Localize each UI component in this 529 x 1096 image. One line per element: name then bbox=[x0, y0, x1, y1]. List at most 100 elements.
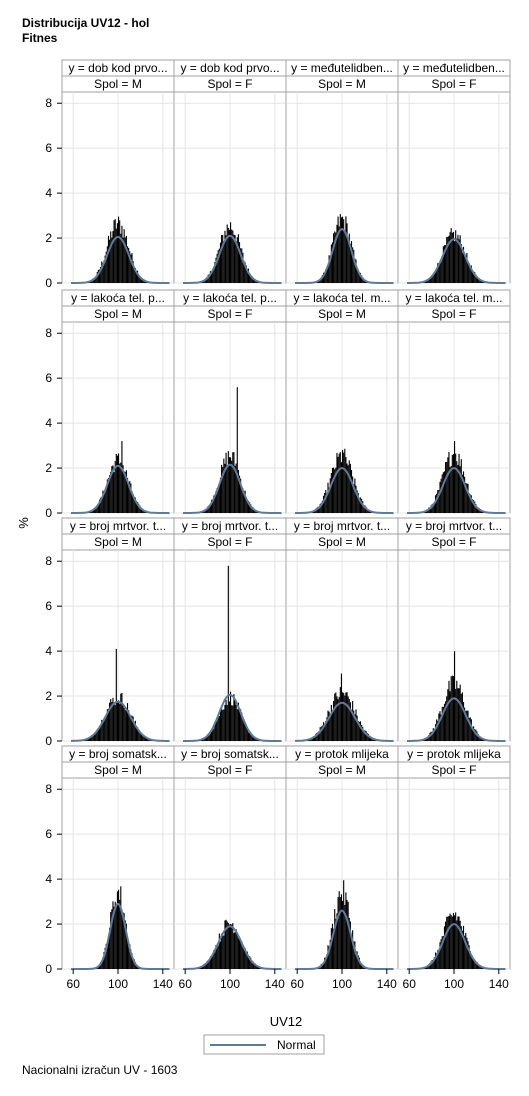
histogram-bar bbox=[246, 500, 248, 513]
histogram-bar bbox=[244, 490, 246, 513]
histogram-bar bbox=[468, 945, 470, 969]
histogram-bar bbox=[252, 737, 254, 741]
histogram-bar bbox=[101, 261, 103, 283]
y-tick-label: 2 bbox=[45, 461, 52, 475]
histogram-bar bbox=[348, 460, 350, 513]
histogram-bar bbox=[126, 703, 129, 741]
histogram-bar bbox=[120, 886, 122, 969]
histogram-bar bbox=[346, 463, 348, 513]
histogram-bar bbox=[255, 965, 257, 969]
histogram-bar bbox=[233, 452, 235, 513]
histogram-bar bbox=[113, 220, 115, 283]
histogram-bar bbox=[221, 464, 223, 513]
histogram-bar bbox=[474, 959, 476, 969]
histogram-bar bbox=[474, 729, 476, 741]
histogram-bar bbox=[322, 962, 325, 969]
histogram-bar bbox=[107, 936, 110, 969]
x-tick-label: 100 bbox=[220, 977, 240, 991]
histogram-bar bbox=[202, 966, 204, 969]
histogram-bar bbox=[322, 272, 325, 283]
col-label: Spol = F bbox=[431, 763, 476, 777]
histogram-bar bbox=[231, 460, 233, 513]
histogram-bar bbox=[110, 699, 112, 741]
histogram-bar bbox=[473, 726, 475, 741]
histogram-bar bbox=[253, 279, 255, 283]
histogram-bar bbox=[206, 507, 208, 513]
histogram-bar bbox=[462, 701, 465, 741]
histogram-bar bbox=[452, 913, 454, 969]
x-tick-label: 100 bbox=[108, 977, 128, 991]
histogram-bar bbox=[208, 960, 210, 969]
histogram-bar bbox=[370, 736, 372, 741]
histogram-bar bbox=[97, 269, 99, 283]
histogram-bar bbox=[221, 235, 223, 283]
histogram-bar bbox=[112, 901, 114, 969]
histogram-bar bbox=[219, 709, 222, 741]
histogram-bar bbox=[238, 939, 241, 969]
histogram-bar bbox=[353, 484, 355, 513]
histogram-bar bbox=[234, 465, 236, 513]
histogram-bar bbox=[458, 453, 460, 513]
histogram-bar bbox=[442, 472, 444, 513]
histogram-bar bbox=[226, 466, 228, 513]
histogram-bar bbox=[321, 275, 323, 283]
histogram-bar bbox=[361, 275, 363, 283]
histogram-bar bbox=[464, 476, 466, 513]
x-tick-label: 140 bbox=[377, 977, 397, 991]
histogram-bar bbox=[91, 510, 93, 513]
histogram-bar bbox=[210, 271, 213, 283]
histogram-bar bbox=[228, 229, 230, 283]
histogram-bar bbox=[475, 729, 477, 741]
histogram-bar bbox=[98, 269, 101, 283]
histogram-bar bbox=[434, 952, 437, 969]
histogram-bar bbox=[447, 457, 449, 513]
histogram-bar bbox=[212, 270, 214, 283]
histogram-bar bbox=[325, 957, 327, 969]
histogram-bar bbox=[106, 944, 108, 969]
histogram-bar bbox=[94, 277, 96, 283]
histogram-bar bbox=[246, 727, 248, 741]
histogram-bar bbox=[225, 452, 227, 513]
histogram-bar bbox=[236, 237, 238, 283]
histogram-bar bbox=[439, 261, 441, 283]
histogram-bar bbox=[133, 722, 135, 741]
col-label: Spol = M bbox=[94, 77, 142, 91]
histogram-bar bbox=[350, 934, 353, 969]
histogram-bar bbox=[238, 475, 241, 513]
histogram-bar bbox=[474, 501, 476, 513]
x-tick-label: 60 bbox=[291, 977, 305, 991]
histogram-bar bbox=[254, 963, 256, 969]
histogram-bar bbox=[454, 241, 456, 283]
histogram-bar bbox=[253, 963, 255, 969]
histogram-bar bbox=[225, 235, 227, 283]
histogram-bar bbox=[359, 961, 362, 969]
histogram-bar bbox=[478, 279, 480, 283]
histogram-bar bbox=[105, 251, 107, 283]
histogram-bar bbox=[106, 246, 108, 283]
histogram-bar bbox=[361, 963, 363, 969]
y-tick-label: 8 bbox=[45, 554, 52, 568]
histogram-bar bbox=[319, 503, 321, 513]
histogram-bar bbox=[115, 228, 117, 283]
histogram-bar bbox=[468, 717, 470, 741]
histogram-bar bbox=[446, 696, 448, 741]
histogram-bar bbox=[209, 271, 211, 283]
histogram-bar bbox=[478, 736, 480, 741]
histogram-bar bbox=[445, 462, 447, 513]
histogram-bar bbox=[204, 510, 206, 513]
histogram-bar bbox=[466, 483, 468, 513]
histogram-bar bbox=[355, 485, 357, 513]
histogram-bar bbox=[234, 931, 236, 969]
histogram-bar bbox=[246, 269, 248, 283]
histogram-bar bbox=[462, 471, 465, 513]
histogram-bar bbox=[350, 709, 353, 741]
histogram-bar bbox=[142, 279, 144, 283]
histogram-bar bbox=[98, 965, 101, 969]
histogram-bar bbox=[223, 241, 225, 283]
histogram-bar bbox=[436, 719, 438, 741]
histogram-bar bbox=[434, 272, 437, 283]
histogram-bar bbox=[232, 705, 234, 741]
histogram-bar bbox=[471, 270, 474, 283]
histogram-bar bbox=[235, 241, 237, 283]
histogram-bar bbox=[330, 705, 332, 741]
